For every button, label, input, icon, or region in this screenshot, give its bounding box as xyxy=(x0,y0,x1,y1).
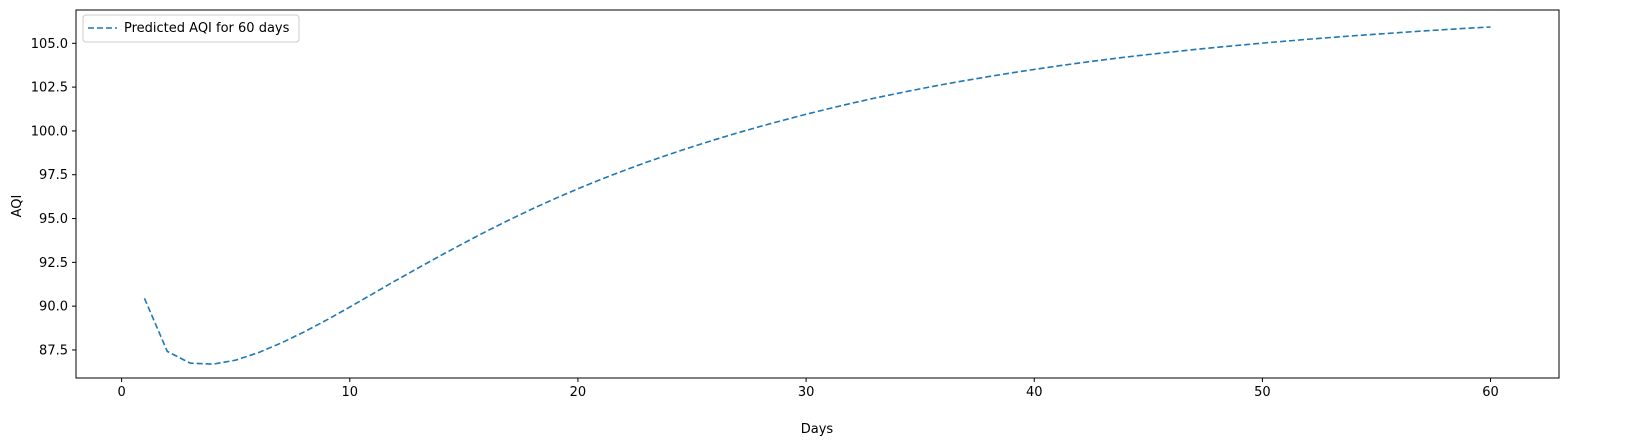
x-tick-label: 20 xyxy=(570,385,587,400)
y-axis-ticks: 87.5 90.0 92.5 95.0 97.5 100.0 102.5 105.0 xyxy=(31,37,76,358)
plot-frame xyxy=(75,9,1560,379)
y-tick-label: 105.0 xyxy=(31,37,68,52)
legend-label: Predicted AQI for 60 days xyxy=(124,21,290,36)
x-tick-label: 40 xyxy=(1026,385,1043,400)
x-axis-label: Days xyxy=(801,422,834,437)
y-tick-label: 97.5 xyxy=(39,168,68,183)
series-line-0 xyxy=(143,26,1491,365)
y-axis-label: AQI xyxy=(10,195,25,218)
x-tick-label: 30 xyxy=(798,385,815,400)
legend: Predicted AQI for 60 days xyxy=(82,14,300,43)
y-tick-label: 102.5 xyxy=(31,81,68,96)
y-tick-label: 95.0 xyxy=(39,212,68,227)
y-tick-label: 87.5 xyxy=(39,343,68,358)
y-tick-label: 90.0 xyxy=(39,300,68,315)
x-tick-label: 10 xyxy=(342,385,359,400)
y-tick-label: 100.0 xyxy=(31,124,68,139)
y-tick-label: 92.5 xyxy=(39,256,68,271)
x-axis-ticks: 0 10 20 30 40 50 60 xyxy=(117,378,1499,400)
plot-area xyxy=(143,26,1491,365)
x-tick-label: 0 xyxy=(117,385,125,400)
x-tick-label: 50 xyxy=(1254,385,1271,400)
legend-box xyxy=(82,14,300,43)
x-tick-label: 60 xyxy=(1482,385,1499,400)
